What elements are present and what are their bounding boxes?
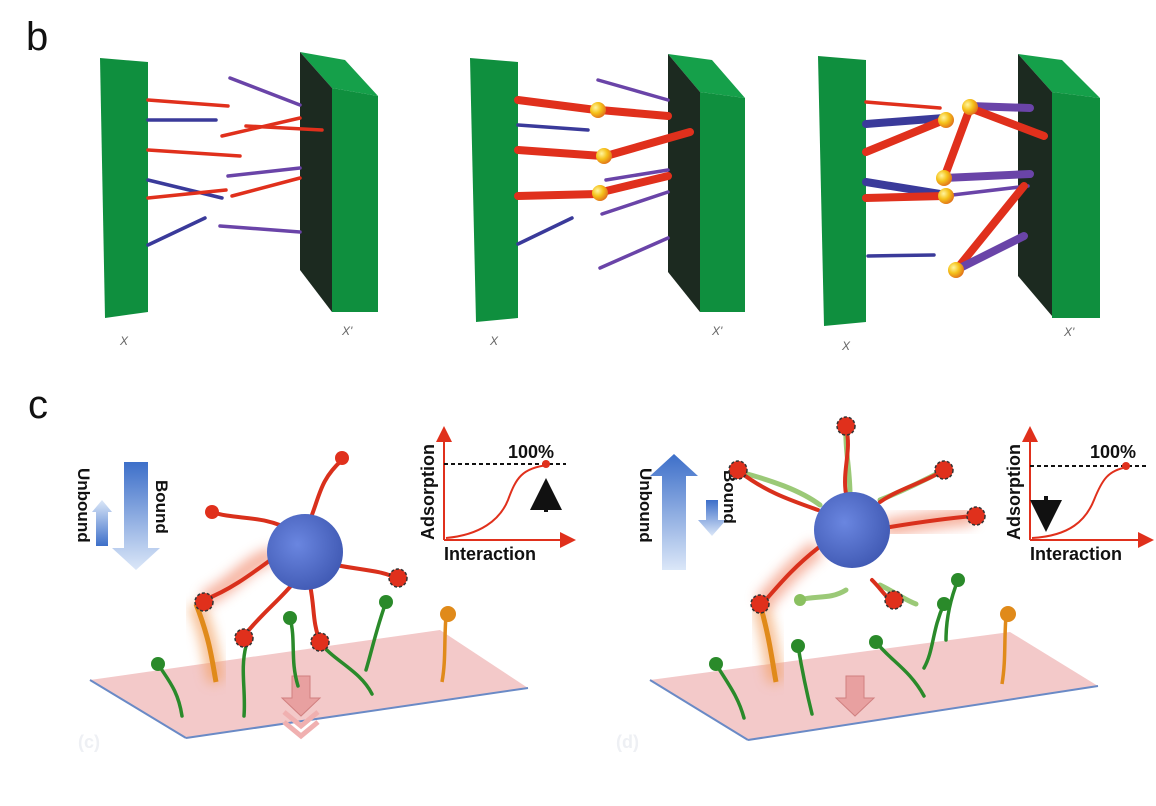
graph-ylabel: Adsorption: [1004, 444, 1024, 540]
bound-arrow: [112, 462, 160, 570]
free-ligands: [146, 76, 324, 247]
receptor-head: [283, 611, 297, 625]
bound-label: Bound: [720, 470, 739, 524]
left-wall-label: X: [841, 339, 851, 353]
bound-arrow: [698, 500, 726, 536]
adsorption-curve: [445, 464, 549, 539]
internalization-arrow: [834, 675, 876, 717]
graph-xlabel: Interaction: [1030, 544, 1122, 564]
panel-c-letter: c: [28, 383, 48, 427]
right-wall-side: [1018, 54, 1052, 316]
binding-site: [938, 112, 954, 128]
bound-ligand-ends: [194, 568, 408, 652]
cell-surface: [650, 632, 1098, 740]
right-wall-front: [332, 88, 378, 312]
binding-site: [938, 188, 954, 204]
internalization-arrow: [280, 675, 322, 717]
binding-site: [596, 148, 612, 164]
adsorption-graph: Adsorption Interaction 100%: [1004, 426, 1154, 564]
left-wall: [470, 58, 518, 322]
receptor-head: [151, 657, 165, 671]
receptor-head: [791, 639, 805, 653]
unbound-arrow: [650, 454, 698, 570]
binding-site: [590, 102, 606, 118]
binding-site: [948, 262, 964, 278]
binding-site: [592, 185, 608, 201]
graph-xlabel: Interaction: [444, 544, 536, 564]
right-wall-side: [300, 52, 332, 312]
bound-ligands: [514, 78, 694, 270]
right-wall-side: [668, 54, 700, 312]
right-wall-top: [668, 54, 745, 98]
panel-c-scheme-2: Unbound Bound (d): [616, 416, 1154, 752]
right-wall-label: X': [711, 324, 723, 338]
left-wall: [100, 58, 148, 318]
receptor-head: [869, 635, 883, 649]
right-wall-top: [1018, 54, 1100, 98]
left-wall: [818, 56, 866, 326]
receptor-head-orange: [440, 606, 456, 622]
sub-label: (c): [78, 732, 100, 752]
panel-b-scheme-3: X X': [818, 54, 1100, 353]
panel-c-scheme-1: Unbound Bound (c): [74, 426, 576, 752]
adsorption-graph: Adsorption Interaction 100%: [418, 426, 576, 564]
bound-label: Bound: [152, 480, 171, 534]
unbound-arrow: [92, 500, 112, 546]
receptor-head: [379, 595, 393, 609]
right-wall-top: [300, 52, 378, 96]
nanoparticle: [267, 514, 343, 590]
right-wall-front: [1052, 92, 1100, 318]
graph-level: 100%: [1090, 442, 1136, 462]
panel-b-scheme-1: X X': [100, 52, 378, 348]
receptor-head: [951, 573, 965, 587]
panel-b-letter: b: [26, 15, 48, 59]
unbound-label: Unbound: [636, 468, 655, 543]
adsorption-curve: [1031, 466, 1129, 539]
sub-label: (d): [616, 732, 639, 752]
receptor-head-orange: [1000, 606, 1016, 622]
binding-site: [936, 170, 952, 186]
right-wall-label: X': [1063, 325, 1075, 339]
binding-site: [962, 99, 978, 115]
nanoparticle: [814, 492, 890, 568]
receptor-head: [709, 657, 723, 671]
right-wall-front: [700, 92, 745, 312]
ligand-end: [205, 505, 219, 519]
ligand-end: [335, 451, 349, 465]
graph-level: 100%: [508, 442, 554, 462]
left-wall-label: X: [489, 334, 499, 348]
crosslinked-ligands: [862, 100, 1048, 274]
graph-ylabel: Adsorption: [418, 444, 438, 540]
left-wall-label: X: [119, 334, 129, 348]
unbound-label: Unbound: [74, 468, 93, 543]
ligand-ends: [728, 416, 986, 614]
right-wall-label: X': [341, 324, 353, 338]
receptor-head: [937, 597, 951, 611]
panel-b-scheme-2: X X': [470, 54, 745, 348]
